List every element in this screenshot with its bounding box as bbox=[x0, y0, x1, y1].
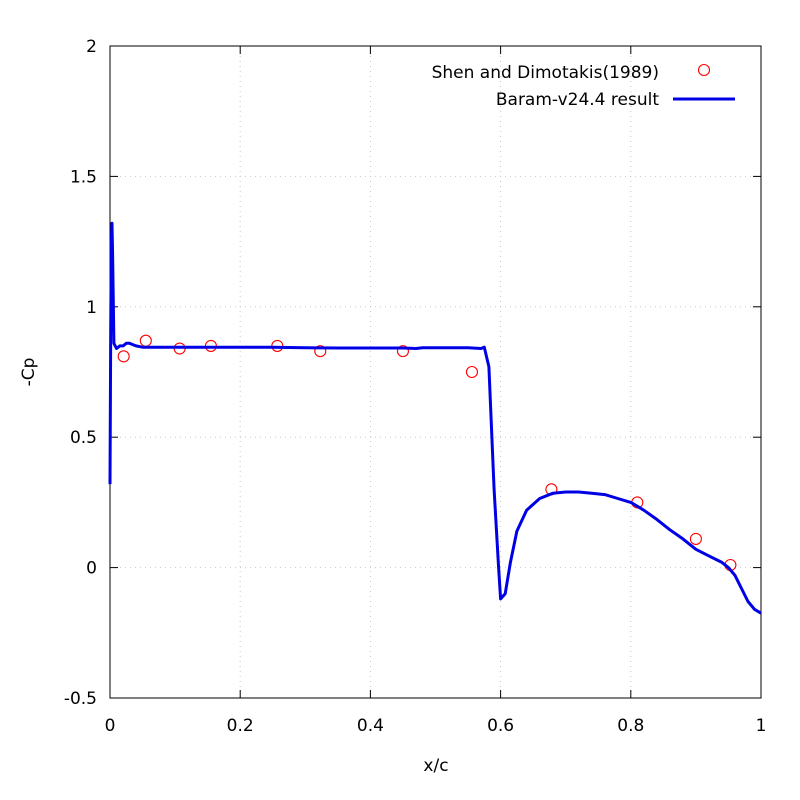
y-tick-label: 2 bbox=[86, 37, 97, 57]
data-point bbox=[117, 350, 130, 363]
y-tick-label: 1.5 bbox=[70, 167, 97, 187]
legend-label: Shen and Dimotakis(1989) bbox=[432, 63, 659, 83]
x-tick-label: 0.2 bbox=[227, 716, 254, 736]
x-tick-label: 0.4 bbox=[357, 716, 384, 736]
y-tick-label: 0 bbox=[86, 559, 97, 579]
x-axis-label: x/c bbox=[423, 756, 448, 776]
x-tick-label: 0.8 bbox=[617, 716, 644, 736]
data-point bbox=[139, 334, 152, 347]
data-point bbox=[314, 345, 327, 358]
legend-marker-swatch bbox=[697, 63, 711, 77]
ticks: 0 0.2 0.4 0.6 0.8 1 -0.5 0 0.5 1 1.5 2 bbox=[64, 37, 767, 736]
y-axis-label: -Cp bbox=[19, 358, 39, 387]
data-point bbox=[396, 345, 410, 358]
series-layer bbox=[108, 221, 762, 615]
data-point bbox=[689, 532, 702, 545]
grid bbox=[110, 46, 761, 698]
x-tick-label: 0.6 bbox=[487, 716, 514, 736]
series-line bbox=[108, 221, 762, 615]
y-tick-label: 1 bbox=[86, 298, 97, 318]
legend-label: Baram-v24.4 result bbox=[496, 90, 659, 110]
y-tick-label: -0.5 bbox=[64, 689, 97, 709]
x-tick-label: 1 bbox=[756, 716, 767, 736]
legend: Shen and Dimotakis(1989) Baram-v24.4 resu… bbox=[432, 63, 735, 110]
data-point bbox=[465, 365, 479, 379]
x-tick-label: 0 bbox=[105, 716, 116, 736]
y-tick-label: 0.5 bbox=[70, 428, 97, 448]
plot-frame bbox=[109, 45, 762, 699]
